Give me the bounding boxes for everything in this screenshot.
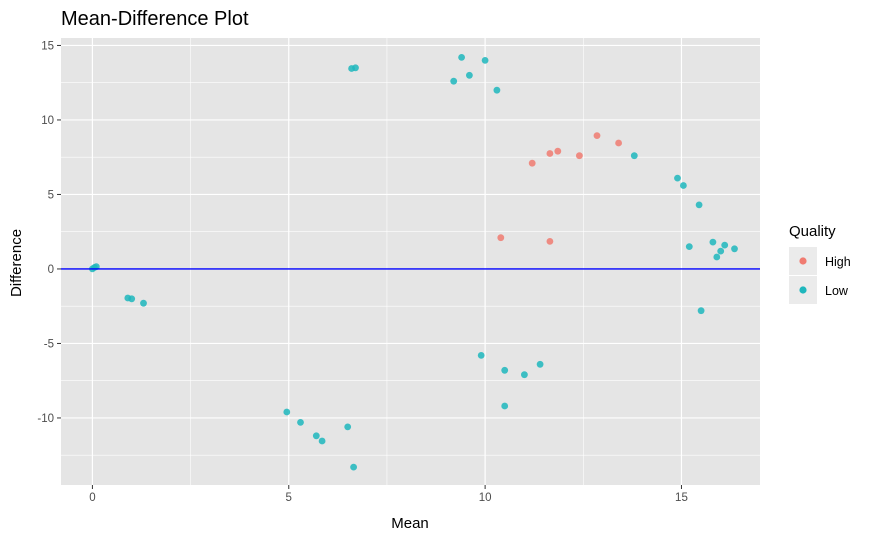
data-point-low xyxy=(731,245,738,253)
data-point-low xyxy=(713,253,721,261)
chart-title: Mean-Difference Plot xyxy=(61,8,249,30)
data-point-high xyxy=(497,234,505,242)
data-point-low xyxy=(466,71,473,79)
points-layer xyxy=(89,54,738,471)
data-point-high xyxy=(615,139,622,147)
data-point-high xyxy=(546,150,554,157)
y-tick-label: -10 xyxy=(37,413,54,425)
data-point-low xyxy=(297,419,304,426)
data-point-low xyxy=(493,86,501,94)
data-point-low xyxy=(312,432,320,440)
y-tick-label: 5 xyxy=(48,189,54,201)
data-point-low xyxy=(721,241,729,249)
x-tick-label: 15 xyxy=(675,492,688,504)
data-point-high xyxy=(546,238,554,245)
legend: Quality High Low xyxy=(789,223,851,304)
y-tick-label: 15 xyxy=(41,40,54,52)
legend-key-high xyxy=(799,257,807,265)
data-point-low xyxy=(709,238,717,246)
x-tick-label: 10 xyxy=(479,492,492,504)
data-point-low xyxy=(318,437,326,445)
data-point-low xyxy=(501,366,509,374)
data-point-high xyxy=(576,152,583,160)
data-point-low xyxy=(350,463,357,471)
data-point-high xyxy=(528,159,536,167)
axes-layer: 0 5 10 15 -10 -5 0 5 10 15 xyxy=(37,40,687,504)
y-tick-label: 10 xyxy=(41,115,54,127)
x-axis-title: Mean xyxy=(391,515,429,532)
legend-key-low xyxy=(799,286,807,294)
legend-title: Quality xyxy=(789,223,836,240)
x-tick-label: 5 xyxy=(286,492,292,504)
data-point-low xyxy=(348,65,355,72)
data-point-low xyxy=(140,299,147,307)
data-point-low xyxy=(685,243,693,251)
data-point-low xyxy=(344,423,352,431)
data-point-low xyxy=(477,352,485,359)
data-point-high xyxy=(554,147,562,155)
data-point-high xyxy=(593,132,601,140)
data-point-low xyxy=(697,307,705,315)
data-point-low xyxy=(283,408,291,416)
legend-label-high: High xyxy=(825,255,851,269)
data-point-low xyxy=(630,152,638,160)
data-point-low xyxy=(481,57,489,64)
x-tick-label: 0 xyxy=(89,492,95,504)
data-point-low xyxy=(536,360,544,368)
data-point-low xyxy=(695,201,703,209)
data-point-low xyxy=(124,294,132,302)
panel-background xyxy=(61,38,760,485)
y-tick-label: -5 xyxy=(44,338,54,350)
data-point-low xyxy=(680,182,687,189)
data-point-low xyxy=(717,247,725,255)
y-tick-label: 0 xyxy=(48,264,54,276)
data-point-low xyxy=(674,174,681,182)
plot-panel xyxy=(61,38,760,485)
data-point-low xyxy=(501,402,509,410)
y-axis-title: Difference xyxy=(8,229,25,297)
data-point-low xyxy=(450,77,458,85)
data-point-low xyxy=(521,371,528,379)
data-point-low xyxy=(458,54,465,61)
legend-label-low: Low xyxy=(825,284,849,298)
